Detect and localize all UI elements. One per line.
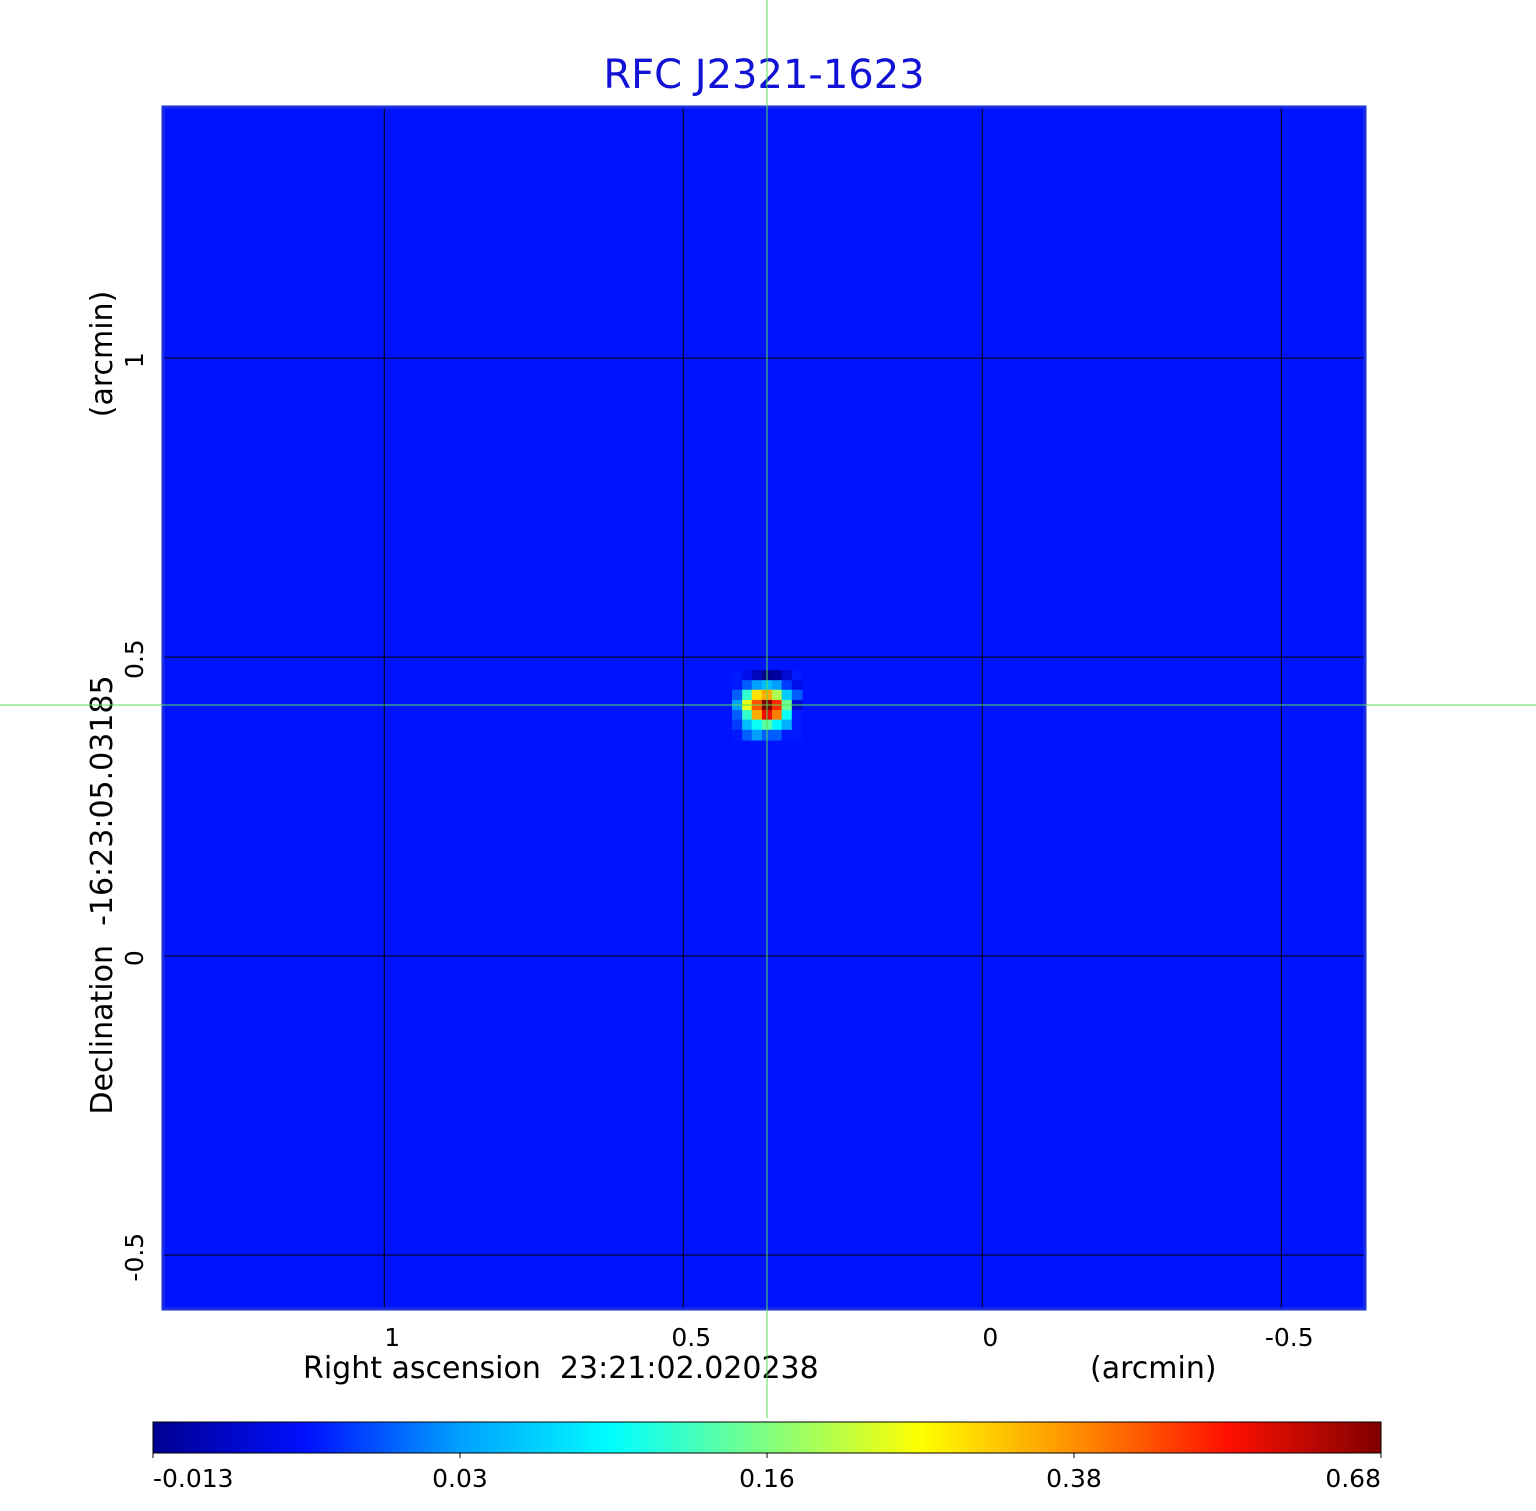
y-axis-label: Declination -16:23:05.03185: [85, 675, 120, 1114]
pixel: [732, 680, 743, 691]
pixel: [781, 670, 793, 681]
pixel: [732, 710, 743, 721]
x-axis-label: Right ascension 23:21:02.020238: [303, 1351, 819, 1386]
pixel: [742, 670, 753, 681]
pixel: [751, 680, 763, 691]
y-tick-label: 1: [120, 352, 149, 368]
chart-title: RFC J2321-1623: [603, 52, 924, 98]
y-tick-label: -0.5: [120, 1233, 149, 1282]
pixel: [772, 729, 783, 741]
x-tick-label: 1: [384, 1323, 400, 1352]
pixel: [791, 719, 803, 731]
pixel: [742, 710, 753, 721]
pixel: [791, 689, 803, 701]
pixel: [772, 680, 783, 691]
colorbar-tick-label: 0.16: [739, 1464, 795, 1493]
pixel: [781, 689, 793, 701]
pixel: [732, 719, 743, 731]
grid: [163, 107, 1365, 1309]
pixel: [791, 680, 803, 691]
pixel: [791, 670, 803, 681]
pixel: [791, 729, 803, 741]
pixel: [742, 719, 753, 731]
y-axis-unit: (arcmin): [85, 291, 120, 418]
pixel: [772, 719, 783, 731]
colorbar: [152, 1421, 1382, 1454]
pixel: [781, 729, 793, 741]
x-tick-label: 0.5: [671, 1323, 711, 1352]
image: [163, 107, 1365, 1309]
pixel: [781, 680, 793, 691]
pixel: [772, 689, 783, 701]
pixel: [751, 729, 763, 741]
pixel: [791, 710, 803, 721]
colorbar-tick-label: 0.68: [1325, 1464, 1381, 1493]
pixel: [732, 670, 743, 681]
pixel: [781, 710, 793, 721]
x-axis-unit: (arcmin): [1090, 1351, 1217, 1386]
pixel: [732, 689, 743, 701]
overlay: [0, 0, 1536, 1418]
pixel: [751, 719, 763, 731]
pixel: [742, 680, 753, 691]
y-tick-label: 0.5: [120, 639, 149, 679]
pixel: [751, 670, 763, 681]
pixel: [781, 719, 793, 731]
colorbar-tick-label: 0.38: [1046, 1464, 1102, 1493]
colorbar-tick-label: -0.013: [153, 1464, 234, 1493]
pixel: [772, 670, 783, 681]
y-tick-label: 0: [120, 950, 149, 966]
pixel: [742, 729, 753, 741]
colorbar-tick-label: 0.03: [432, 1464, 488, 1493]
pixel: [772, 710, 783, 721]
x-tick-label: 0: [982, 1323, 998, 1352]
pixel: [742, 689, 753, 701]
x-tick-label: -0.5: [1265, 1323, 1314, 1352]
pixel: [751, 710, 763, 721]
plot-frame: [161, 105, 1367, 1311]
pixel: [732, 729, 743, 741]
pixel: [751, 689, 763, 701]
